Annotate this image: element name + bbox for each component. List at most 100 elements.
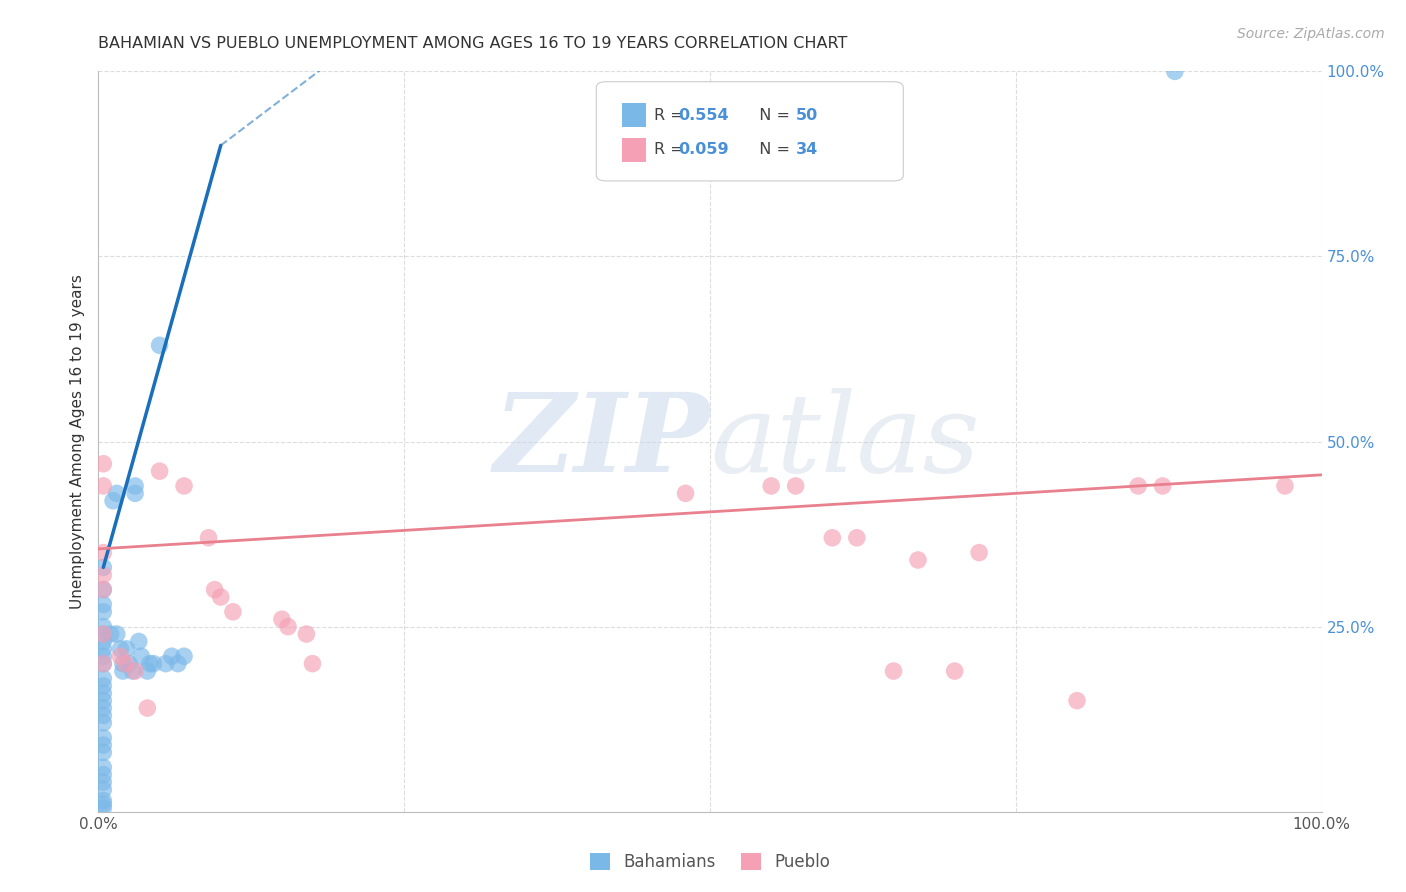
Point	[91, 641, 114, 656]
Point	[124, 479, 146, 493]
Point	[91, 657, 114, 671]
Point	[845, 531, 868, 545]
Point	[160, 649, 183, 664]
Point	[91, 775, 114, 789]
Point	[91, 738, 114, 752]
Point	[91, 746, 114, 760]
Point	[91, 567, 114, 582]
Y-axis label: Unemployment Among Ages 16 to 19 years: Unemployment Among Ages 16 to 19 years	[69, 274, 84, 609]
Text: Source: ZipAtlas.com: Source: ZipAtlas.com	[1237, 27, 1385, 41]
Point	[129, 649, 152, 664]
Legend: Bahamians, Pueblo: Bahamians, Pueblo	[583, 846, 837, 878]
Point	[136, 701, 159, 715]
Point	[100, 627, 122, 641]
Point	[821, 531, 844, 545]
Text: R =: R =	[654, 108, 689, 122]
Point	[121, 664, 143, 678]
Point	[91, 657, 114, 671]
Point	[91, 731, 114, 745]
Point	[761, 479, 783, 493]
Point	[91, 598, 114, 612]
Text: atlas: atlas	[710, 388, 980, 495]
Point	[295, 627, 318, 641]
Point	[91, 794, 114, 808]
Point	[110, 641, 132, 656]
Point	[91, 627, 114, 641]
Point	[197, 531, 219, 545]
Point	[91, 760, 114, 774]
Point	[91, 767, 114, 781]
Point	[222, 605, 245, 619]
Point	[91, 797, 114, 812]
Point	[114, 657, 136, 671]
Point	[1128, 479, 1150, 493]
FancyBboxPatch shape	[621, 103, 647, 127]
FancyBboxPatch shape	[621, 138, 647, 161]
Point	[110, 649, 132, 664]
Point	[149, 338, 172, 352]
Point	[91, 619, 114, 633]
Point	[136, 664, 159, 678]
Text: 0.554: 0.554	[678, 108, 728, 122]
Point	[91, 694, 114, 708]
Point	[1152, 479, 1174, 493]
Point	[91, 649, 114, 664]
Point	[118, 657, 141, 671]
Text: ZIP: ZIP	[494, 388, 710, 495]
Point	[91, 627, 114, 641]
Point	[139, 657, 162, 671]
Text: N =: N =	[749, 143, 796, 157]
Point	[277, 619, 299, 633]
Point	[270, 612, 294, 626]
Point	[111, 664, 134, 678]
Point	[149, 464, 172, 478]
Point	[1274, 479, 1296, 493]
Point	[91, 801, 114, 815]
Point	[675, 486, 697, 500]
Point	[91, 582, 114, 597]
Point	[167, 657, 190, 671]
Point	[124, 486, 146, 500]
Point	[907, 553, 929, 567]
Point	[883, 664, 905, 678]
Point	[101, 493, 124, 508]
Point	[785, 479, 807, 493]
Point	[91, 715, 114, 730]
Point	[91, 457, 114, 471]
Text: 34: 34	[796, 143, 818, 157]
Point	[173, 479, 195, 493]
Text: 50: 50	[796, 108, 818, 122]
Point	[943, 664, 966, 678]
Text: BAHAMIAN VS PUEBLO UNEMPLOYMENT AMONG AGES 16 TO 19 YEARS CORRELATION CHART: BAHAMIAN VS PUEBLO UNEMPLOYMENT AMONG AG…	[98, 36, 848, 51]
Point	[173, 649, 195, 664]
Point	[91, 782, 114, 797]
Point	[91, 686, 114, 700]
Point	[115, 641, 138, 656]
Point	[105, 627, 128, 641]
Point	[91, 672, 114, 686]
Point	[105, 486, 128, 500]
Point	[204, 582, 226, 597]
Point	[1066, 694, 1088, 708]
Point	[967, 546, 990, 560]
Point	[301, 657, 323, 671]
Point	[124, 664, 146, 678]
Point	[91, 679, 114, 693]
FancyBboxPatch shape	[596, 82, 903, 181]
Point	[91, 560, 114, 574]
Point	[91, 701, 114, 715]
Point	[91, 708, 114, 723]
Text: 0.059: 0.059	[678, 143, 728, 157]
Point	[1164, 64, 1187, 78]
Point	[128, 634, 150, 648]
Point	[209, 590, 232, 604]
Text: R =: R =	[654, 143, 689, 157]
Text: N =: N =	[749, 108, 796, 122]
Point	[91, 546, 114, 560]
Point	[91, 605, 114, 619]
Point	[142, 657, 165, 671]
Point	[111, 657, 134, 671]
Point	[91, 582, 114, 597]
Point	[91, 634, 114, 648]
Point	[91, 479, 114, 493]
